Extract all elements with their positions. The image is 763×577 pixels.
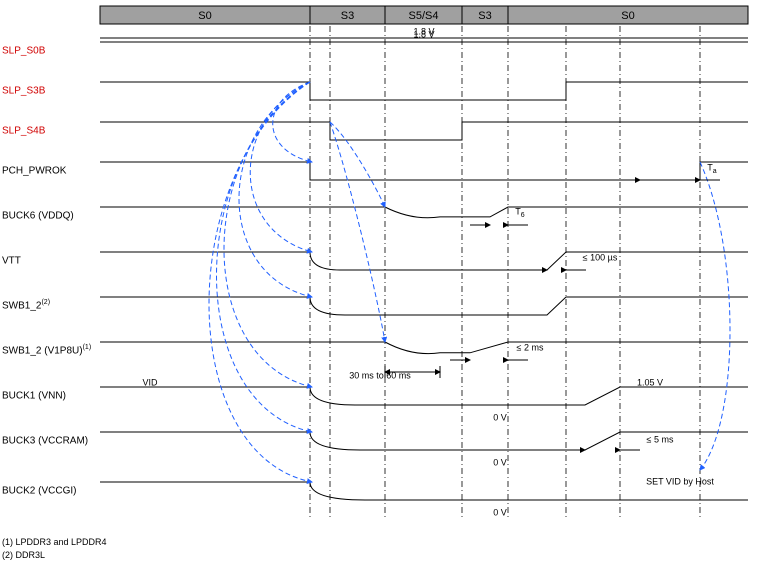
signal-label-slp_s4b: SLP_S4B xyxy=(2,126,46,137)
signal-label-swb12_2: SWB1_2(2) xyxy=(2,299,50,311)
signal-label-vtt: VTT xyxy=(2,256,21,267)
signal-trace-swb12_1 xyxy=(100,342,748,354)
signal-label-buck1: BUCK1 (VNN) xyxy=(2,391,66,402)
ann-t100us: ≤ 100 µs xyxy=(583,252,618,262)
footnote-1: (2) DDR3L xyxy=(2,550,45,560)
ann-rail18: 1.8 V xyxy=(413,29,434,39)
state-label-4: S0 xyxy=(621,10,634,22)
ann-zero2: 0 V xyxy=(493,457,507,467)
signal-label-slp_s0b: SLP_S0B xyxy=(2,46,46,57)
ann-t2ms: ≤ 2 ms xyxy=(517,342,544,352)
ann-t30_60: 30 ms to 60 ms xyxy=(349,370,411,380)
signal-label-slp_s3b: SLP_S3B xyxy=(2,86,46,97)
signal-trace-buck1 xyxy=(100,387,748,405)
dep-arrow-1 xyxy=(250,82,312,252)
footnote-0: (1) LPDDR3 and LPDDR4 xyxy=(2,537,107,547)
dep-arrow-2 xyxy=(239,82,312,297)
ann-v105: 1.05 V xyxy=(637,377,663,387)
state-label-2: S5/S4 xyxy=(409,10,439,22)
ann-vid: VID xyxy=(142,377,158,387)
signal-label-swb12_1: SWB1_2 (V1P8U)(1) xyxy=(2,344,91,356)
signal-trace-slp_s3b xyxy=(100,82,748,100)
signal-label-buck2: BUCK2 (VCCGI) xyxy=(2,486,76,497)
signal-label-pch_pwrok: PCH_PWROK xyxy=(2,166,67,177)
signal-trace-buck6 xyxy=(100,207,748,218)
ann-t6: T6 xyxy=(515,206,525,219)
ann-zero3: 0 V xyxy=(493,507,507,517)
dep-arrow-8 xyxy=(700,162,730,470)
signal-trace-pch_pwrok xyxy=(100,162,748,180)
dep-arrow-4 xyxy=(216,82,312,432)
ann-zero1: 0 V xyxy=(493,412,507,422)
dep-arrow-5 xyxy=(209,82,312,482)
signal-label-buck3: BUCK3 (VCCRAM) xyxy=(2,436,88,447)
signal-trace-vtt xyxy=(100,252,748,270)
timing-diagram: S0 S3 S5/S4 S3 S0 1.8 V SLP_S0B SLP_S3B SLP_S4B P… xyxy=(0,0,763,577)
ann-setvid: SET VID by Host xyxy=(646,476,714,486)
ann-ta: Ta xyxy=(707,162,717,175)
state-label-1: S3 xyxy=(341,10,354,22)
dep-arrow-6 xyxy=(330,122,385,207)
signal-trace-swb12_2 xyxy=(100,297,748,315)
state-label-0: S0 xyxy=(198,10,211,22)
signal-label-buck6: BUCK6 (VDDQ) xyxy=(2,211,74,222)
signal-trace-slp_s4b xyxy=(100,122,748,140)
dep-arrow-3 xyxy=(224,82,312,387)
ann-t5ms: ≤ 5 ms xyxy=(647,434,674,444)
dep-arrow-7 xyxy=(330,122,385,342)
state-label-3: S3 xyxy=(478,10,491,22)
